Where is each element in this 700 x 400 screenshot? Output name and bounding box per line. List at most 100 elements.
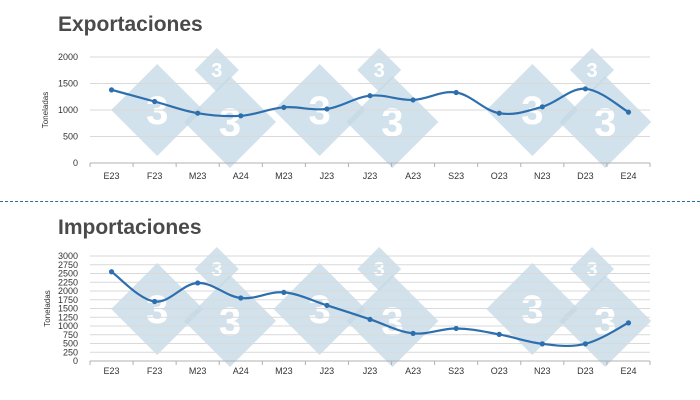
imports-chart: 3 3 3 3 3 3 3 3 3 0 250 500 750 1000 1250 1500 1750 2000 2… xyxy=(0,246,700,396)
y-axis-title: Toneladas xyxy=(43,290,52,326)
x-tick-label: E23 xyxy=(104,366,120,376)
watermark-diamond-large: 3 xyxy=(346,76,439,168)
data-point xyxy=(496,110,502,116)
y-tick-label: 2250 xyxy=(58,277,78,287)
y-tick-label: 1000 xyxy=(58,321,78,331)
watermark-digit: 3 xyxy=(594,300,616,344)
x-tick-label: J23 xyxy=(363,171,378,181)
x-tick-label: A23 xyxy=(405,171,421,181)
watermark-diamond-large: 3 xyxy=(559,76,652,168)
y-tick-label: 2000 xyxy=(58,52,78,62)
y-tick-label: 1750 xyxy=(58,295,78,305)
y-tick-label: 2000 xyxy=(58,286,78,296)
x-tick-label: S23 xyxy=(448,171,464,181)
chart-svg: 333 333 3330250500750100012501500175020002… xyxy=(43,247,652,376)
x-tick-label: O23 xyxy=(491,366,508,376)
watermark-digit: 3 xyxy=(381,300,403,344)
watermark-digit: 3 xyxy=(146,89,168,133)
chart-svg: 3 3 3 3 3 3 3 3 3 0 500 1000 1500 2000 Toneladas E23 F23… xyxy=(41,48,652,181)
data-point xyxy=(539,104,545,110)
y-tick-label: 750 xyxy=(63,330,78,340)
x-tick-label: N23 xyxy=(534,366,551,376)
y-tick-label: 1000 xyxy=(58,105,78,115)
imports-chart-title: Importaciones xyxy=(58,216,202,239)
watermark-diamond-large: 3 xyxy=(184,275,276,367)
x-tick-label: D23 xyxy=(577,366,594,376)
watermark-digit: 3 xyxy=(374,259,385,281)
watermark-digit: 3 xyxy=(381,101,403,145)
data-point xyxy=(625,109,632,115)
watermark-diamond-large: 3 xyxy=(184,76,276,168)
data-point xyxy=(582,341,588,347)
y-tick-label: 0 xyxy=(73,158,78,168)
data-point xyxy=(195,280,201,286)
watermark-digit: 3 xyxy=(308,288,330,332)
watermark-diamond-shape xyxy=(184,76,276,168)
x-tick-label: E24 xyxy=(620,366,636,376)
y-tick-label: 2750 xyxy=(58,260,78,270)
data-point xyxy=(152,98,158,105)
data-point xyxy=(238,113,244,119)
y-tick-label: 2500 xyxy=(58,269,78,279)
x-tick-label: O23 xyxy=(491,171,508,181)
y-tick-label: 500 xyxy=(63,132,78,142)
watermark-diamond-large: 3 xyxy=(346,275,439,367)
watermark-digit: 3 xyxy=(211,259,222,281)
x-tick-label: M23 xyxy=(275,171,293,181)
x-tick-label: M23 xyxy=(189,366,207,376)
data-point xyxy=(410,330,416,336)
x-tick-label: A23 xyxy=(405,366,421,376)
x-tick-label: F23 xyxy=(147,171,163,181)
x-tick-label: J23 xyxy=(363,366,378,376)
data-point xyxy=(367,93,373,99)
y-tick-label: 3000 xyxy=(58,251,78,261)
data-point xyxy=(324,302,330,308)
exports-chart-title: Exportaciones xyxy=(58,13,203,36)
watermark-digit: 3 xyxy=(146,288,168,332)
watermark-digit: 3 xyxy=(586,60,597,82)
x-tick-label: A24 xyxy=(233,366,249,376)
data-point xyxy=(625,320,632,326)
data-point xyxy=(496,331,502,337)
watermark-digit: 3 xyxy=(219,300,241,344)
data-point xyxy=(582,86,588,92)
x-tick-label: M23 xyxy=(275,366,293,376)
watermark-logo: 3 3 3 3 3 3 3 3 3 xyxy=(111,48,652,168)
x-tick-label: F23 xyxy=(147,366,163,376)
y-tick-label: 500 xyxy=(63,339,78,349)
x-tick-label: S23 xyxy=(448,366,464,376)
data-point xyxy=(539,341,545,347)
x-tick-label: J23 xyxy=(320,366,335,376)
watermark-digit: 3 xyxy=(219,101,241,145)
y-tick-label: 0 xyxy=(73,356,78,366)
data-point xyxy=(108,269,115,275)
watermark-digit: 3 xyxy=(308,89,330,133)
x-tick-label: D23 xyxy=(577,171,594,181)
section-divider xyxy=(0,201,700,202)
watermark-digit: 3 xyxy=(594,101,616,145)
y-tick-label: 1500 xyxy=(58,304,78,314)
exports-chart: 3 3 3 3 3 3 3 3 3 0 500 1000 1500 2000 Toneladas E23 F23… xyxy=(0,45,700,195)
watermark-digit: 3 xyxy=(521,89,543,133)
data-point xyxy=(367,316,373,322)
y-tick-label: 1250 xyxy=(58,312,78,322)
y-tick-label: 250 xyxy=(63,347,78,357)
x-tick-label: N23 xyxy=(534,171,551,181)
data-point xyxy=(195,110,201,116)
watermark-diamond-shape xyxy=(559,76,652,168)
data-point xyxy=(410,97,416,103)
watermark-diamond-large: 3 xyxy=(559,275,652,367)
watermark-digit: 3 xyxy=(521,288,543,332)
data-point xyxy=(108,87,115,93)
x-tick-label: M23 xyxy=(189,171,207,181)
data-point xyxy=(281,289,287,295)
watermark-digit: 3 xyxy=(374,60,385,82)
data-point xyxy=(453,89,459,96)
y-tick-label: 1500 xyxy=(58,79,78,89)
x-tick-label: E24 xyxy=(620,171,636,181)
data-point xyxy=(238,295,244,301)
data-point xyxy=(453,325,459,332)
watermark-digit: 3 xyxy=(586,259,597,281)
data-point xyxy=(324,106,330,112)
